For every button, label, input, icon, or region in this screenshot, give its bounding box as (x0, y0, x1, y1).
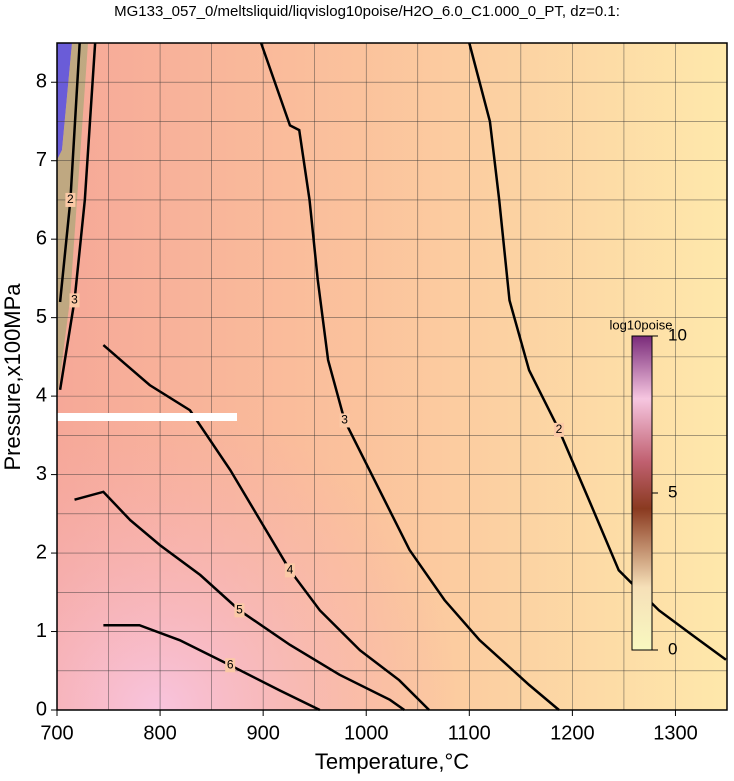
contour-label-bg (65, 192, 76, 207)
y-tick-label: 1 (36, 620, 47, 642)
plot-frame (56, 42, 728, 711)
y-tick-label: 4 (36, 384, 47, 406)
colorbar-tick-label: 5 (668, 482, 677, 501)
contour-label-bg (553, 422, 564, 437)
x-axis-label: Temperature,°C (315, 749, 469, 774)
y-tick-label: 2 (36, 541, 47, 563)
contour-label: 2 (556, 422, 563, 436)
contour-line (74, 490, 406, 712)
y-tick-label: 5 (36, 306, 47, 328)
x-tick-label: 700 (40, 722, 73, 744)
x-tick-label: 1200 (550, 722, 595, 744)
marker-bar (57, 413, 237, 421)
y-tick-label: 6 (36, 227, 47, 249)
contour-label-bg (339, 413, 350, 428)
chart-title: MG133_057_0/meltsliquid/liqvislog10poise… (114, 3, 620, 20)
colorbar-tick-label: 0 (668, 639, 677, 658)
contour-label-bg (225, 658, 236, 673)
field-steep (57, 43, 88, 400)
contour-line (58, 42, 97, 391)
x-tick-label: 1300 (653, 722, 698, 744)
x-tick-label: 1100 (448, 722, 491, 744)
contour-line (103, 624, 321, 712)
field-overlay (57, 43, 727, 710)
y-tick-label: 3 (36, 463, 47, 485)
contour-label: 6 (227, 657, 234, 671)
y-axis-label: Pressure,x100MPa (0, 283, 25, 471)
colorbar-label: log10poise (610, 317, 673, 332)
x-tick-label: 1000 (344, 722, 389, 744)
y-tick-label: 8 (36, 71, 47, 93)
contour-label: 4 (287, 562, 294, 576)
field-high (57, 43, 72, 160)
contours: 2 3 4 5 6 3 2 (58, 42, 727, 712)
y-tick-label: 7 (36, 149, 47, 171)
x-tick-label: 800 (143, 722, 176, 744)
colorbar (631, 335, 653, 651)
y-tick-label: 0 (36, 698, 47, 720)
colorbar-tick-label: 10 (668, 325, 687, 344)
contour-label-bg (284, 563, 295, 578)
contour-label: 3 (71, 293, 78, 307)
contour-label-bg (234, 603, 245, 618)
contour-line (102, 344, 430, 711)
contour-label: 5 (236, 603, 243, 617)
x-tick-label: 900 (246, 722, 279, 744)
contour-label-bg (69, 293, 80, 308)
contour-label: 3 (341, 413, 348, 427)
contour-label: 2 (67, 192, 74, 206)
